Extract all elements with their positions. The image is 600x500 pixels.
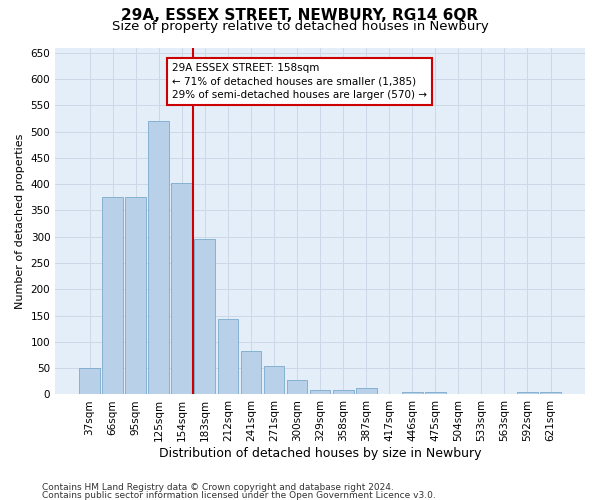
Bar bbox=[194, 240, 215, 394]
Bar bbox=[517, 392, 538, 394]
Bar bbox=[356, 388, 377, 394]
Text: Contains public sector information licensed under the Open Government Licence v3: Contains public sector information licen… bbox=[42, 491, 436, 500]
Bar bbox=[172, 182, 192, 394]
Bar bbox=[241, 352, 262, 395]
Text: Size of property relative to detached houses in Newbury: Size of property relative to detached ho… bbox=[112, 20, 488, 33]
Bar bbox=[287, 380, 307, 394]
Bar bbox=[333, 390, 353, 394]
Text: 29A, ESSEX STREET, NEWBURY, RG14 6QR: 29A, ESSEX STREET, NEWBURY, RG14 6QR bbox=[121, 8, 479, 22]
Bar bbox=[425, 392, 446, 394]
Bar bbox=[102, 198, 123, 394]
Bar bbox=[402, 392, 422, 394]
Text: 29A ESSEX STREET: 158sqm
← 71% of detached houses are smaller (1,385)
29% of sem: 29A ESSEX STREET: 158sqm ← 71% of detach… bbox=[172, 63, 427, 100]
Bar bbox=[540, 392, 561, 394]
X-axis label: Distribution of detached houses by size in Newbury: Distribution of detached houses by size … bbox=[159, 447, 481, 460]
Text: Contains HM Land Registry data © Crown copyright and database right 2024.: Contains HM Land Registry data © Crown c… bbox=[42, 484, 394, 492]
Bar bbox=[310, 390, 331, 394]
Bar bbox=[125, 198, 146, 394]
Y-axis label: Number of detached properties: Number of detached properties bbox=[15, 134, 25, 308]
Bar bbox=[148, 121, 169, 394]
Bar bbox=[218, 320, 238, 394]
Bar bbox=[79, 368, 100, 394]
Bar bbox=[263, 366, 284, 394]
